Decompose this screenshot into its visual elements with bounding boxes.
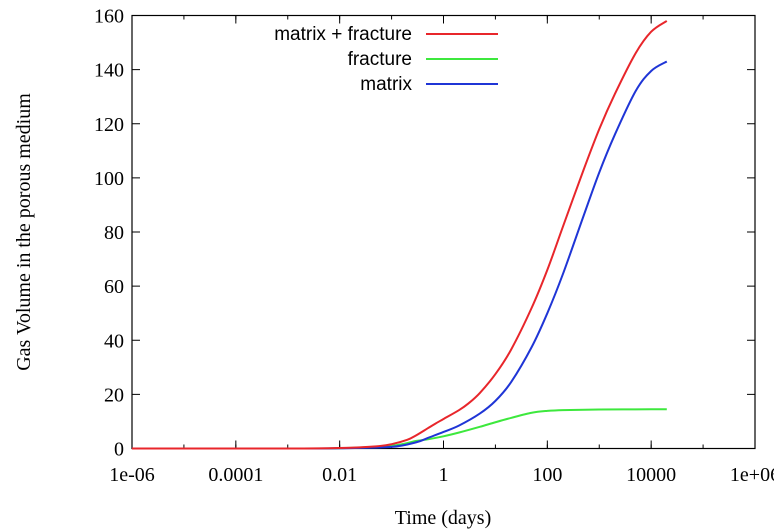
x-tick-label: 10000 bbox=[626, 464, 676, 486]
y-tick-label: 0 bbox=[114, 439, 124, 461]
legend-label-fracture: fracture bbox=[348, 49, 412, 70]
y-tick-label: 40 bbox=[104, 330, 124, 352]
x-tick-label: 1e-06 bbox=[109, 464, 155, 486]
series-lines bbox=[131, 20, 668, 450]
x-tick-label: 1e+06 bbox=[730, 464, 774, 486]
y-tick-label: 100 bbox=[94, 168, 124, 190]
y-tick-label: 80 bbox=[104, 222, 124, 244]
legend-label-matrix: matrix bbox=[360, 74, 412, 95]
y-tick-label: 140 bbox=[94, 60, 124, 82]
y-tick-label: 20 bbox=[104, 384, 124, 406]
series-line-matrix-fracture bbox=[131, 20, 668, 450]
legend: matrix + fracture fracture matrix bbox=[274, 24, 498, 95]
x-axis: 1e-06 0.0001 0.01 1 100 10000 1e+06 bbox=[109, 15, 774, 486]
x-tick-label: 0.0001 bbox=[208, 464, 263, 486]
x-axis-title: Time (days) bbox=[395, 507, 491, 529]
legend-label-matrix-fracture: matrix + fracture bbox=[274, 24, 412, 45]
y-tick-label: 60 bbox=[104, 276, 124, 298]
plot-area-frame bbox=[131, 14, 756, 450]
series-line-matrix bbox=[131, 60, 668, 450]
x-tick-label: 100 bbox=[532, 464, 562, 486]
plot-frame bbox=[131, 14, 756, 450]
y-tick-label: 160 bbox=[94, 6, 124, 28]
x-tick-label: 1 bbox=[439, 464, 449, 486]
x-tick-label: 0.01 bbox=[322, 464, 357, 486]
y-tick-label: 120 bbox=[94, 114, 124, 136]
y-axis: 0 20 40 60 80 100 120 140 160 bbox=[94, 6, 755, 461]
y-axis-title: Gas Volume in the porous medium bbox=[13, 93, 35, 371]
